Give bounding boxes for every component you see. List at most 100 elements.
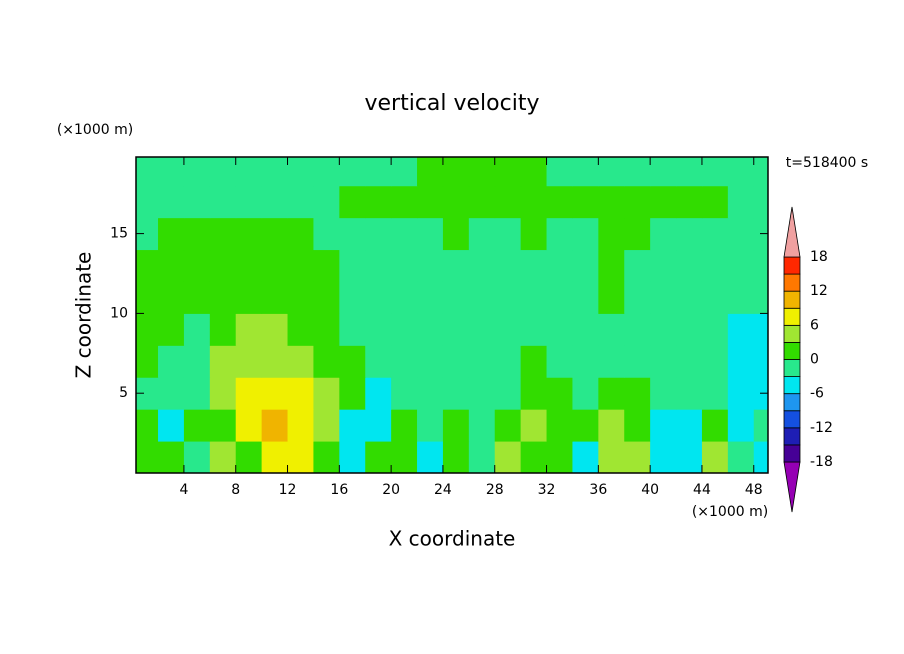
contour-cell [158,409,185,442]
contour-cell [158,217,185,251]
contour-cell [598,313,625,346]
contour-cell [753,249,769,282]
contour-cell [136,345,159,378]
contour-cell [701,345,729,378]
contour-cell [287,409,314,442]
contour-cell [136,217,159,251]
contour-cell [235,377,263,410]
contour-cell [442,377,470,410]
contour-cell [442,409,470,442]
contour-cell [209,345,237,378]
contour-cell [598,217,625,251]
contour-cell [598,249,625,282]
contour-cell [391,313,418,346]
contour-cell [287,377,314,410]
contour-cell [676,157,703,187]
contour-cell [494,249,522,282]
contour-cell [287,441,314,474]
contour-cell [753,157,769,187]
contour-cell [391,217,418,251]
x-tick-label: 48 [745,482,763,498]
contour-cell [136,281,159,314]
y-axis-label: Z coordinate [72,252,96,379]
contour-cell [287,185,314,219]
contour-cell [391,345,418,378]
contour-cell [365,281,392,314]
contour-cell [209,377,237,410]
contour-cell [313,281,340,314]
contour-cell [701,185,729,219]
contour-cell [183,409,211,442]
contour-cell [468,185,496,219]
contour-cell [598,281,625,314]
contour-cell [546,409,573,442]
contour-cell [494,217,522,251]
contour-cell [546,281,573,314]
contour-cell [494,345,522,378]
contour-cell [261,185,289,219]
contour-cell [287,345,314,378]
contour-cell [520,313,548,346]
contour-cell [417,345,444,378]
contour-cell [442,249,470,282]
contour-cell [520,409,548,442]
contour-cell [442,345,470,378]
contour-cell [701,441,729,474]
contour-cell [365,313,392,346]
contour-cell [727,377,755,410]
contour-cell [572,441,599,474]
contour-cell [753,441,769,474]
contour-cell [391,409,418,442]
time-label: t=518400 s [786,155,868,171]
contour-cell [572,313,599,346]
contour-cell [313,345,340,378]
contour-cell [727,157,755,187]
contour-cell [624,409,651,442]
contour-cell [261,217,289,251]
contour-cell [468,157,496,187]
contour-cell [183,345,211,378]
colorbar-box [783,307,801,326]
contour-cell [287,281,314,314]
contour-cell [313,249,340,282]
contour-cell [235,185,263,219]
contour-cell [624,217,651,251]
contour-cell [572,409,599,442]
contour-cell [261,441,289,474]
x-unit: (×1000 m) [692,504,768,520]
contour-cell [676,185,703,219]
contour-cell [494,313,522,346]
contour-cell [136,249,159,282]
contour-cell [546,377,573,410]
contour-cell [158,313,185,346]
contour-cell [572,281,599,314]
contour-cell [158,441,185,474]
colorbar-tick-label: 18 [810,249,828,265]
contour-cell [676,441,703,474]
contour-cell [261,377,289,410]
contour-cell [598,409,625,442]
contour-cell [650,281,677,314]
contour-cell [520,217,548,251]
y-unit: (×1000 m) [57,122,133,138]
contour-cell [365,217,392,251]
contour-cell [158,281,185,314]
contour-cell [676,249,703,282]
colorbar-tick-label: 6 [810,317,819,333]
contour-cell [442,157,470,187]
contour-cell [183,249,211,282]
contour-cell [183,377,211,410]
contour-cell [339,377,366,410]
contour-cell [572,185,599,219]
contour-cell [365,377,392,410]
y-tick-label: 15 [110,226,128,242]
contour-cell [209,185,237,219]
contour-cell [442,217,470,251]
contour-cell [365,157,392,187]
contour-cell [520,249,548,282]
contour-cell [468,377,496,410]
plot-frame [135,156,769,474]
colorbar-box [783,393,801,412]
contour-cell [313,313,340,346]
